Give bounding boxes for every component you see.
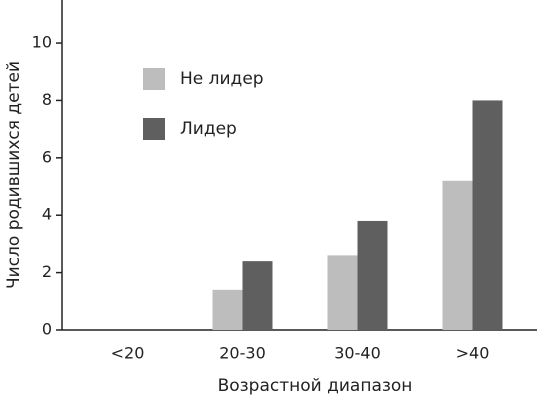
x-tick-label: 30-40 [334, 344, 381, 363]
bar [212, 289, 243, 330]
x-tick-label: >40 [456, 344, 490, 363]
bar [357, 220, 388, 330]
bar [442, 180, 473, 330]
y-tick-label: 10 [32, 33, 52, 52]
y-tick-label: 6 [42, 147, 52, 166]
legend-swatch [143, 118, 165, 140]
y-tick-label: 2 [42, 262, 52, 281]
y-tick-label: 0 [42, 320, 52, 339]
x-axis-label: Возрастной диапазон [218, 376, 413, 396]
bar [472, 100, 503, 330]
y-axis-label: Число родившихся детей [4, 61, 24, 289]
bar [242, 261, 273, 330]
legend-swatch [143, 68, 165, 90]
x-tick-label: <20 [111, 344, 145, 363]
legend-label: Не лидер [180, 69, 264, 89]
y-tick-label: 4 [42, 205, 52, 224]
y-tick-label: 8 [42, 90, 52, 109]
x-tick-label: 20-30 [219, 344, 266, 363]
legend-label: Лидер [180, 119, 237, 139]
bar [327, 255, 358, 330]
